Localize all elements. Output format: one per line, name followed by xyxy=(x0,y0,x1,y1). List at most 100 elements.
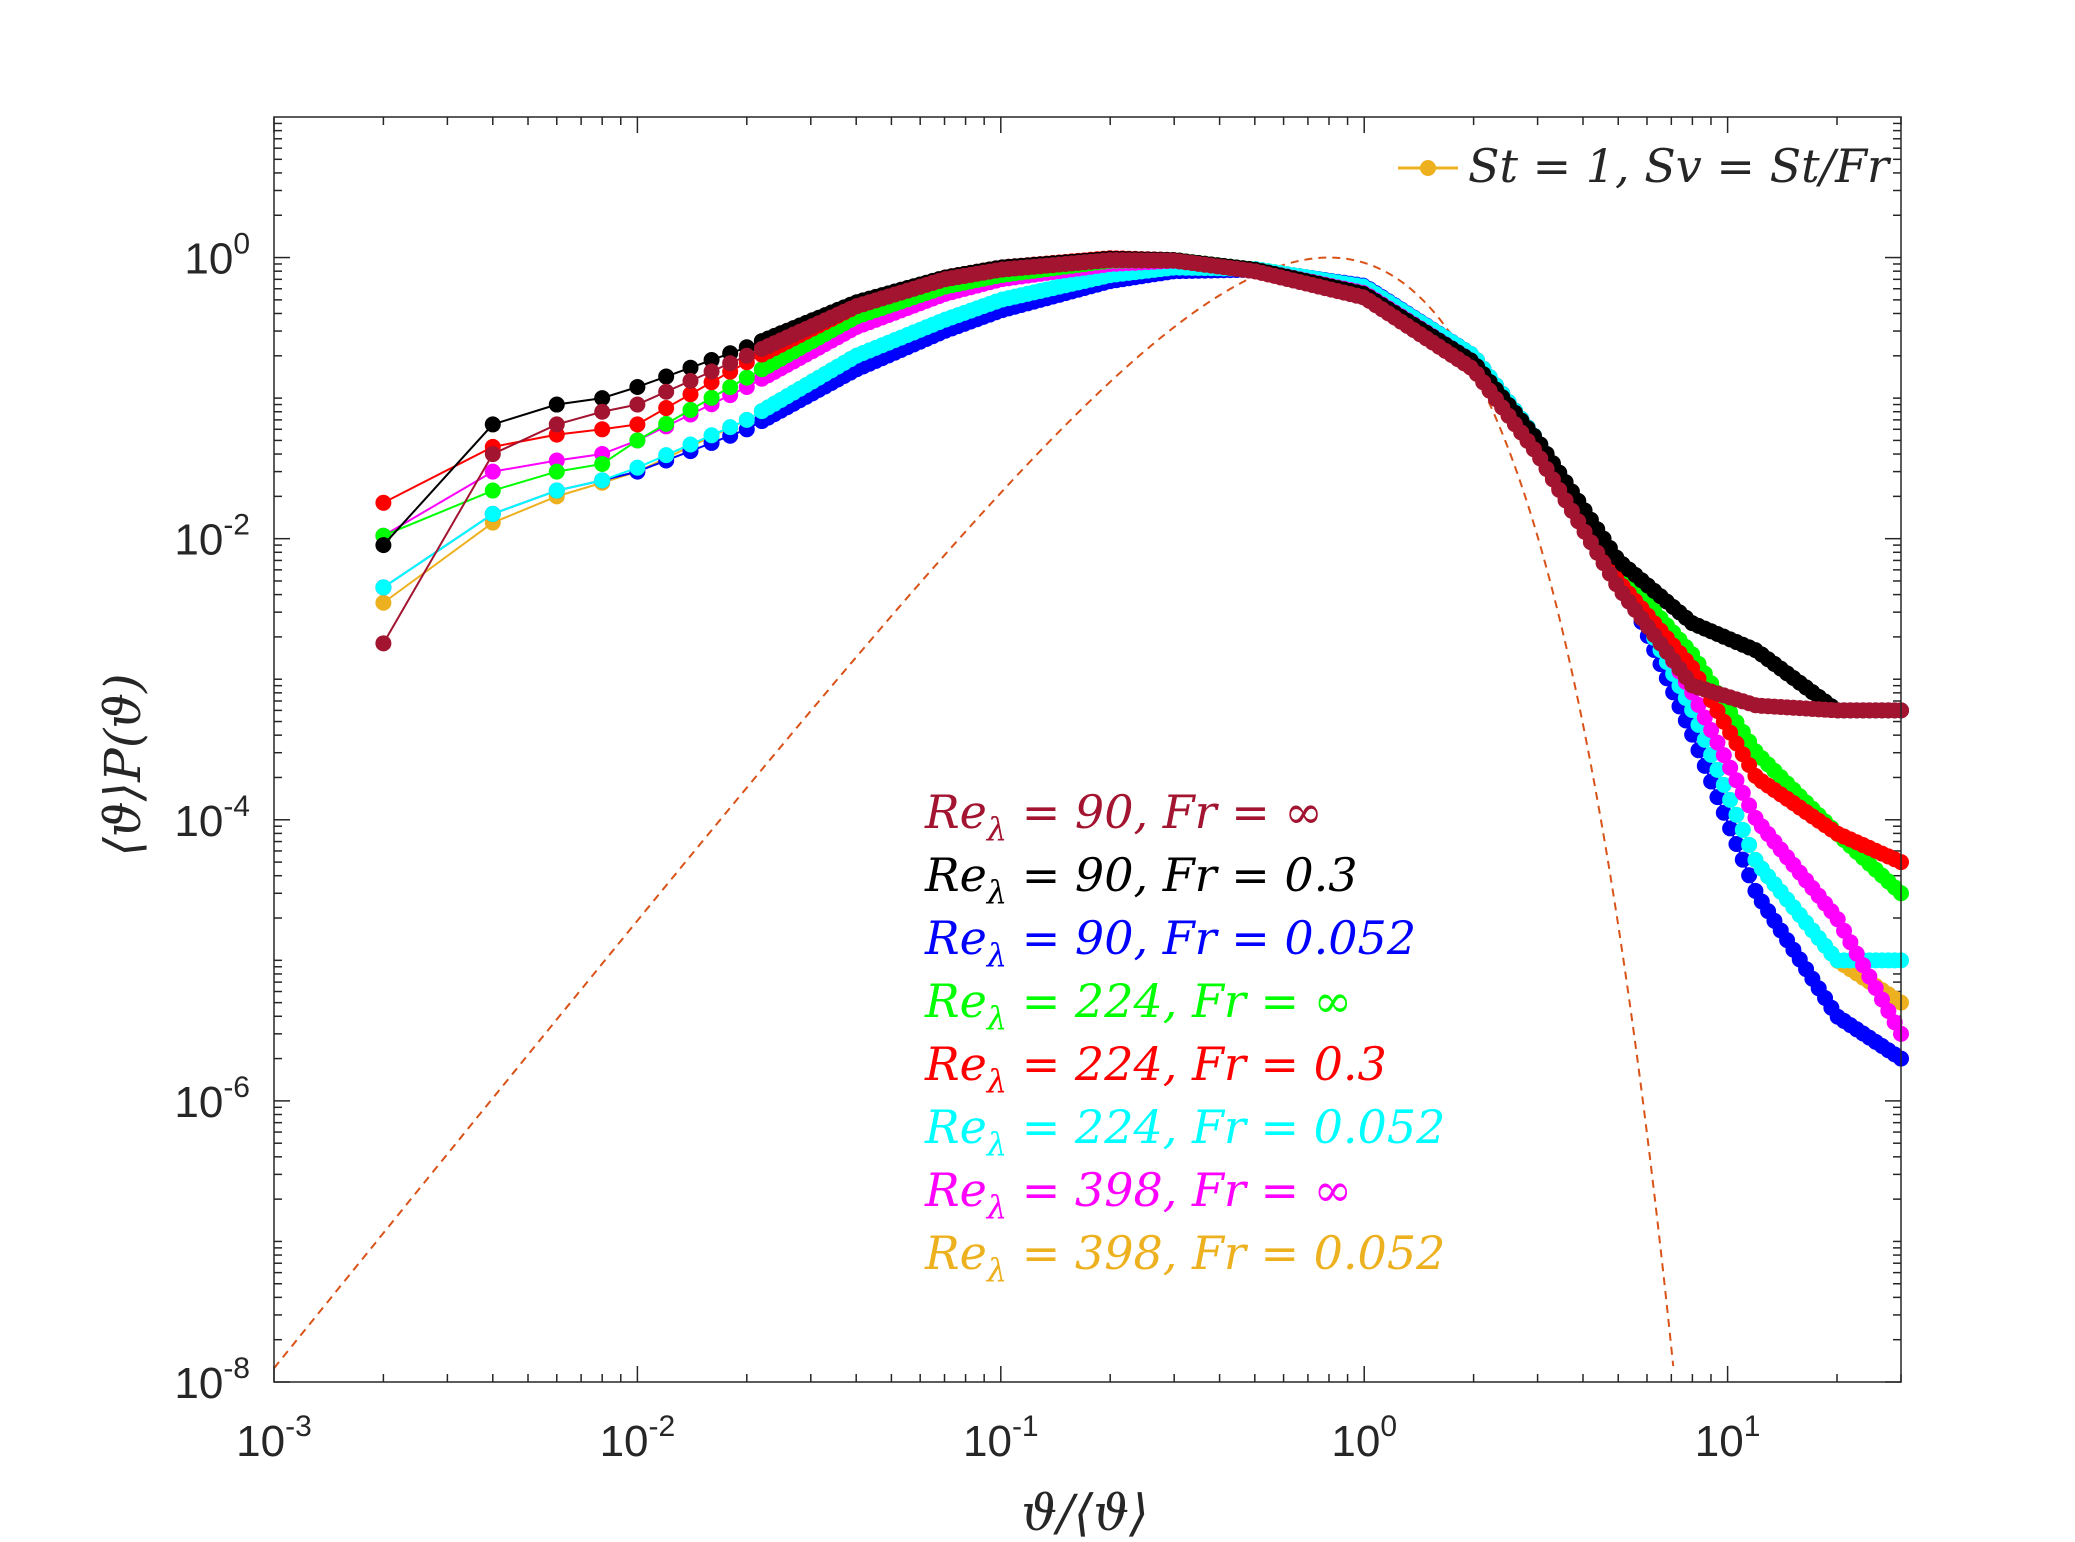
data-point xyxy=(629,432,646,449)
data-point xyxy=(1741,836,1758,853)
reference-curve xyxy=(273,256,1675,1369)
data-point xyxy=(682,436,699,453)
data-point xyxy=(375,594,392,611)
data-point xyxy=(629,459,646,476)
reference-curve-path xyxy=(273,256,1675,1369)
y-tick-labels: 100 10-2 10-4 10-6 10-8 xyxy=(174,228,250,1408)
data-point xyxy=(375,537,392,554)
data-point xyxy=(658,383,675,400)
data-point xyxy=(703,427,720,444)
x-tick-label: 101 xyxy=(1695,1410,1761,1466)
y-tick-label: 10-8 xyxy=(174,1352,250,1408)
data-point xyxy=(1715,747,1732,764)
data-point xyxy=(375,579,392,596)
data-point xyxy=(1741,867,1758,884)
data-point xyxy=(594,472,611,489)
data-point xyxy=(1709,789,1726,806)
data-point xyxy=(1728,836,1745,853)
x-tick-label: 10-3 xyxy=(236,1410,312,1466)
data-point xyxy=(1722,820,1739,837)
data-point xyxy=(548,463,565,480)
data-point xyxy=(703,363,720,380)
legend-entry: Reλ = 224, Fr = ∞ xyxy=(924,974,1352,1037)
data-point xyxy=(1734,851,1751,868)
data-point xyxy=(1703,746,1720,763)
data-point xyxy=(738,369,755,386)
data-point xyxy=(658,368,675,385)
y-tick-label: 100 xyxy=(184,228,250,284)
data-point xyxy=(594,455,611,472)
legend-entry: Reλ = 90, Fr = 0.3 xyxy=(924,848,1358,911)
data-point xyxy=(682,359,699,376)
legend-entry: Reλ = 398, Fr = ∞ xyxy=(924,1163,1352,1226)
y-tick-label: 10-6 xyxy=(174,1071,250,1127)
data-point xyxy=(548,416,565,433)
data-point xyxy=(484,505,501,522)
data-point xyxy=(658,447,675,464)
data-point xyxy=(1696,709,1713,726)
data-point xyxy=(548,396,565,413)
data-point xyxy=(1715,776,1732,793)
plot-background xyxy=(274,117,1901,1382)
data-point xyxy=(682,401,699,418)
top-legend: St = 1, Sv = St/Fr xyxy=(1398,139,1892,193)
y-tick-label: 10-2 xyxy=(174,509,250,565)
data-point xyxy=(594,403,611,420)
data-point xyxy=(484,463,501,480)
x-tick-label: 10-1 xyxy=(963,1410,1039,1466)
y-tick-label: 10-4 xyxy=(174,790,250,846)
legend-entry: Reλ = 90, Fr = 0.052 xyxy=(924,911,1416,974)
data-point xyxy=(594,421,611,438)
data-point xyxy=(375,494,392,511)
data-series xyxy=(375,250,1909,1067)
data-point xyxy=(682,372,699,389)
data-point xyxy=(722,419,739,436)
data-point xyxy=(738,411,755,428)
x-tick-label: 10-2 xyxy=(600,1410,676,1466)
data-point xyxy=(658,415,675,432)
data-point xyxy=(1709,734,1726,751)
data-point xyxy=(1709,761,1726,778)
data-point xyxy=(738,347,755,364)
data-point xyxy=(722,355,739,372)
data-point xyxy=(1728,772,1745,789)
top-legend-label: St = 1, Sv = St/Fr xyxy=(1468,139,1892,193)
data-point xyxy=(1734,784,1751,801)
data-point xyxy=(1741,797,1758,814)
data-point xyxy=(375,635,392,652)
data-point xyxy=(703,352,720,369)
data-point xyxy=(1722,791,1739,808)
y-axis-title: ⟨ϑ⟩P(ϑ) xyxy=(94,673,152,856)
data-point xyxy=(548,482,565,499)
legend-entry: Reλ = 224, Fr = 0.3 xyxy=(924,1037,1387,1100)
data-point xyxy=(484,416,501,433)
data-point xyxy=(484,482,501,499)
x-tick-labels: 10-3 10-2 10-1 100 101 xyxy=(236,1410,1760,1466)
data-point xyxy=(658,400,675,417)
data-point xyxy=(629,416,646,433)
data-point xyxy=(1734,821,1751,838)
data-point xyxy=(703,389,720,406)
data-point xyxy=(1728,806,1745,823)
data-point xyxy=(1690,696,1707,713)
legend-entry: Reλ = 398, Fr = 0.052 xyxy=(924,1226,1445,1289)
x-tick-label: 100 xyxy=(1331,1410,1397,1466)
top-legend-marker xyxy=(1420,160,1436,176)
data-point xyxy=(548,452,565,469)
data-point xyxy=(629,378,646,395)
data-point xyxy=(594,390,611,407)
x-axis-title: ϑ/⟨ϑ⟩ xyxy=(1021,1484,1148,1542)
plot-frame xyxy=(273,116,1902,1383)
data-point xyxy=(1703,722,1720,739)
data-point xyxy=(722,379,739,396)
data-point xyxy=(629,396,646,413)
legend-entry: Reλ = 224, Fr = 0.052 xyxy=(924,1100,1445,1163)
data-point xyxy=(1722,759,1739,776)
series-0 xyxy=(375,252,1909,719)
data-point xyxy=(1715,804,1732,821)
data-point xyxy=(682,386,699,403)
axis-ticks xyxy=(273,117,1902,1383)
legend-entry: Reλ = 90, Fr = ∞ xyxy=(924,785,1323,848)
